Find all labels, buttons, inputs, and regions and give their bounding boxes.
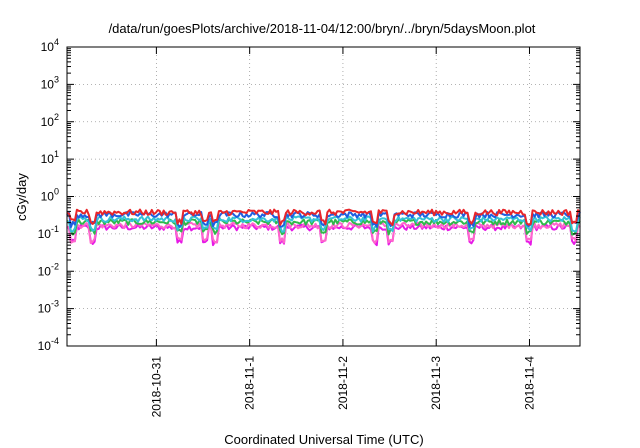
ticks <box>67 46 580 347</box>
y-tick-exponent: -3 <box>51 299 59 309</box>
x-tick-label: 2018-11-3 <box>429 356 443 410</box>
y-axis-label: cGy/day <box>14 173 29 221</box>
series-line <box>66 208 581 226</box>
series-line <box>66 215 581 233</box>
y-tick-base: 10 <box>38 339 52 353</box>
series-line <box>66 211 581 229</box>
series-line <box>66 221 581 244</box>
y-tick-base: 10 <box>41 40 55 54</box>
y-tick-exponent: 2 <box>54 112 59 122</box>
y-tick-label: 10-4 <box>38 336 59 353</box>
x-tick-label: 2018-11-4 <box>522 356 536 410</box>
y-tick-label: 102 <box>41 112 59 129</box>
y-tick-label: 103 <box>41 74 59 91</box>
y-tick-base: 10 <box>41 115 55 129</box>
y-tick-base: 10 <box>41 77 55 91</box>
chart-title: /data/run/goesPlots/archive/2018-11-04/1… <box>109 21 536 36</box>
x-tick-label: 2018-10-31 <box>149 356 163 418</box>
y-tick-label: 10-3 <box>38 299 59 316</box>
y-tick-label: 104 <box>41 37 59 54</box>
series-line <box>66 223 581 247</box>
x-tick-labels: 2018-10-31 2018-11-1 2018-11-2 2018-11-3 201… <box>149 356 536 418</box>
x-tick-label: 2018-11-2 <box>336 356 350 410</box>
y-tick-exponent: 4 <box>54 37 59 47</box>
y-tick-exponent: 1 <box>54 149 59 159</box>
x-axis-label: Coordinated Universal Time (UTC) <box>224 432 423 447</box>
y-tick-exponent: -1 <box>51 224 59 234</box>
series-line <box>66 218 581 236</box>
y-tick-base: 10 <box>41 152 55 166</box>
y-tick-base: 10 <box>38 302 52 316</box>
y-tick-label: 101 <box>41 149 59 166</box>
y-tick-label: 100 <box>41 187 59 204</box>
y-tick-exponent: 0 <box>54 187 59 197</box>
y-tick-exponent: -4 <box>51 336 59 346</box>
x-tick-label: 2018-11-1 <box>243 356 257 410</box>
y-tick-base: 10 <box>38 264 52 278</box>
series-layer <box>66 208 581 247</box>
y-tick-exponent: -2 <box>51 261 59 271</box>
y-tick-base: 10 <box>41 190 55 204</box>
y-tick-exponent: 3 <box>54 74 59 84</box>
grid <box>67 47 580 346</box>
y-tick-base: 10 <box>38 227 52 241</box>
y-tick-label: 10-1 <box>38 224 59 241</box>
y-tick-label: 10-2 <box>38 261 59 278</box>
